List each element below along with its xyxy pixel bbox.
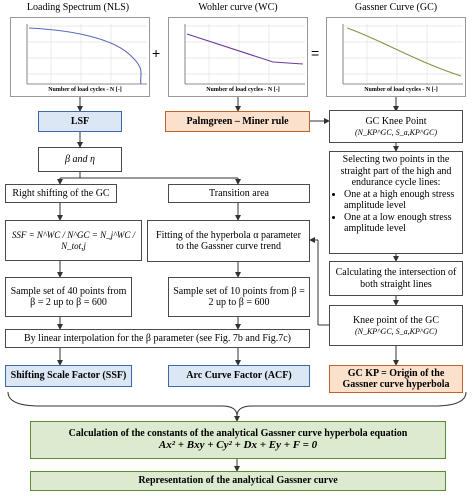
sample-40-box: Sample set of 40 points from β = 2 up to… (5, 277, 132, 317)
wc-plot-title: Wohler curve (WC) (198, 2, 278, 13)
nls-plot (10, 17, 150, 97)
transition-area-box: Transition area (168, 184, 310, 203)
ssf-formula-box: SSF = N^WC / N^GC = N_j^WC / N_tot,j (5, 220, 142, 261)
gc-kp-origin-line1: GC KP = Origin of the (347, 367, 445, 379)
selecting-bullets: One at a high enough stress amplitude le… (333, 189, 459, 235)
plus-operator: + (152, 45, 161, 61)
fitting-box: Fitting of the hyperbola α parameter to … (147, 220, 310, 262)
gc-xlabel: Number of load cycles - N [-] (364, 87, 438, 93)
equals-operator: = (311, 45, 320, 61)
representation-box: Representation of the analytical Gassner… (30, 471, 446, 491)
wc-plot (168, 17, 308, 97)
gc-kp-origin-box: GC KP = Origin of the Gassner curve hype… (329, 365, 463, 393)
beta-eta-box: β and η (38, 147, 122, 172)
acf-result-box: Arc Curve Factor (ACF) (168, 365, 310, 387)
gc-knee-point-title: GC Knee Point (365, 116, 427, 128)
nls-curve-graph (26, 24, 147, 85)
calculation-equation: Ax² + Bxy + Cy² + Dx + Ey + F = 0 (158, 439, 318, 452)
wc-curve (186, 33, 304, 65)
wc-xlabel: Number of load cycles - N [-] (206, 87, 280, 93)
gc-curve-graph (342, 24, 463, 85)
right-shifting-box: Right shifting of the GC (5, 184, 117, 203)
intersection-box: Calculating the intersection of both str… (329, 261, 463, 296)
lsf-box: LSF (38, 111, 122, 132)
nls-curve (28, 27, 142, 85)
sample-10-box: Sample set of 10 points from β = 2 up to… (168, 277, 310, 317)
knee-point-gc-formula: (N_KP^GC, S_a,KP^GC) (354, 326, 438, 336)
gc-curve (346, 27, 462, 77)
calculation-box: Calculation of the constants of the anal… (30, 421, 446, 459)
palmgreen-miner-box: Palmgreen – Miner rule (165, 111, 310, 132)
selecting-bullet-high: One at a high enough stress amplitude le… (344, 189, 459, 212)
wc-curve-graph (184, 24, 305, 85)
interpolation-box: By linear interpolation for the β parame… (5, 329, 310, 348)
nls-plot-title: Loading Spectrum (NLS) (26, 2, 130, 13)
gc-plot-title: Gassner Curve (GC) (354, 2, 438, 13)
calculation-title: Calculation of the constants of the anal… (68, 427, 408, 439)
gc-kp-origin-line2: Gassner curve hyperbola (342, 379, 450, 390)
knee-point-gc-box: Knee point of the GC (N_KP^GC, S_a,KP^GC… (329, 305, 463, 346)
gc-knee-point-box: GC Knee Point (N_KP^GC, S_a,KP^GC) (329, 110, 463, 143)
knee-point-gc-title: Knee point of the GC (352, 315, 440, 327)
ssf-result-box: Shifting Scale Factor (SSF) (5, 365, 132, 387)
gc-plot (326, 17, 466, 97)
selecting-intro: Selecting two points in the straight par… (340, 154, 452, 188)
gc-knee-point-formula: (N_KP^GC, S_a,KP^GC) (354, 127, 438, 137)
nls-xlabel: Number of load cycles - N [-] (48, 87, 122, 93)
selecting-bullet-low: One at a low enough stress amplitude lev… (344, 212, 459, 235)
selecting-points-box: Selecting two points in the straight par… (329, 151, 463, 254)
